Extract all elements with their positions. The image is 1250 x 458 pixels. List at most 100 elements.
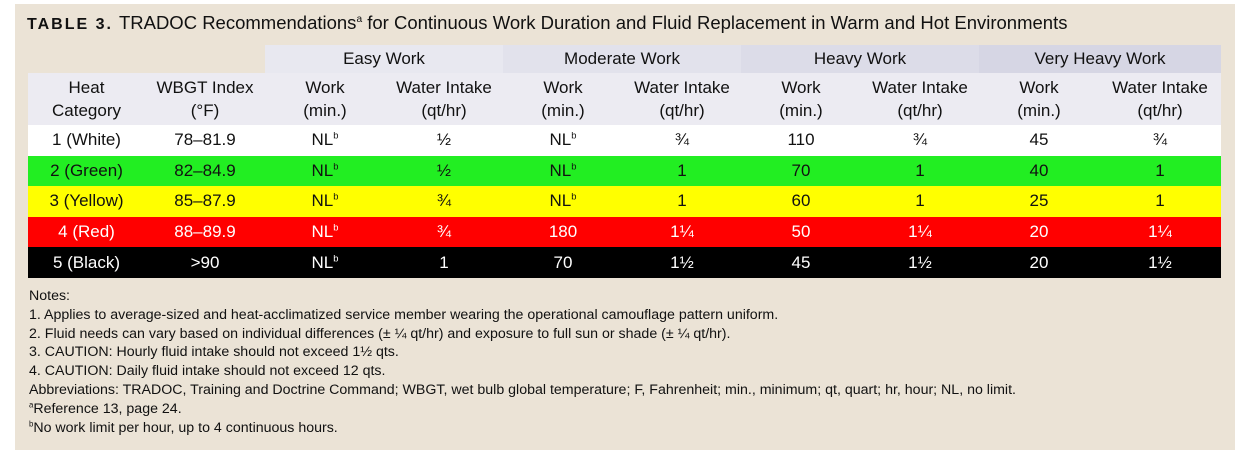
table-cell: 20 — [1029, 222, 1049, 242]
table-cell: 50 — [791, 222, 811, 242]
table-cell: 1½ — [670, 252, 694, 272]
cell-footnote: b — [333, 161, 339, 172]
table-cell: NLb — [265, 156, 385, 187]
table-cell: 1 — [915, 160, 925, 180]
table-cell: 1 — [677, 160, 687, 180]
note-line: aReference 13, page 24. — [29, 400, 1016, 419]
group-header: Easy Work — [265, 45, 503, 73]
column-header-line: Water Intake — [1112, 78, 1208, 97]
table-row: 2 (Green) 82–84.9 NLb ½ NLb 1 70 1 40 1 — [28, 155, 1221, 187]
cell-footnote: b — [333, 130, 339, 141]
table-cell: 1 — [1155, 191, 1165, 211]
notes: Notes: 1. Applies to average-sized and he… — [29, 287, 1016, 437]
table-cell: 4 (Red) — [58, 222, 115, 242]
table-cell: 40 — [1029, 160, 1049, 180]
table-cell: 110 — [787, 130, 815, 150]
title-footnote: a — [356, 13, 363, 25]
column-header: Work (min.) — [265, 73, 385, 125]
group-header: Moderate Work — [503, 45, 741, 73]
note-text: 3. CAUTION: Hourly fluid intake should n… — [29, 344, 399, 361]
note-text: Notes: — [29, 288, 71, 304]
table-cell: 45 — [1029, 130, 1049, 150]
cell-footnote: b — [571, 130, 577, 141]
table-cell: ¾ — [436, 222, 452, 242]
cell-text: NL — [549, 191, 572, 211]
table-cell: 1 — [1155, 160, 1165, 180]
table-cell: 82–84.9 — [174, 160, 236, 180]
note-text: Abbreviations: TRADOC, Training and Doct… — [29, 381, 1016, 398]
table-cell: 88–89.9 — [174, 222, 236, 242]
note-text: 2. Fluid needs can vary based on individ… — [29, 325, 731, 342]
column-header: Heat Category — [28, 73, 145, 125]
cell-text: NL — [311, 191, 334, 211]
column-header-line: (qt/hr) — [897, 101, 943, 120]
column-header-line: (qt/hr) — [1137, 101, 1183, 120]
column-header: WBGT Index (°F) — [145, 73, 265, 125]
table-cell: NLb — [503, 125, 623, 156]
table-cell: ¾ — [1152, 130, 1168, 150]
cell-footnote: b — [333, 253, 339, 264]
table-cell: 60 — [791, 191, 811, 211]
column-header-line: Water Intake — [634, 78, 730, 97]
note-line: 3. CAUTION: Hourly fluid intake should n… — [29, 343, 1016, 362]
note-line: 2. Fluid needs can vary based on individ… — [29, 325, 1016, 344]
column-header-line: Work — [543, 78, 583, 97]
table-cell: 1½ — [908, 252, 932, 272]
column-header-line: (min.) — [303, 101, 347, 120]
note-marker: a — [29, 400, 34, 410]
table-cell: ½ — [436, 130, 452, 150]
table-cell: NLb — [265, 125, 385, 156]
cell-text: NL — [549, 160, 572, 180]
table-cell: 70 — [791, 160, 811, 180]
column-header-line: (qt/hr) — [659, 101, 705, 120]
table-label: TABLE 3. — [27, 16, 113, 33]
column-header: Work (min.) — [741, 73, 861, 125]
column-header: Work (min.) — [979, 73, 1099, 125]
table-cell: >90 — [190, 252, 220, 272]
column-header-line: (°F) — [190, 101, 220, 120]
column-header: Work (min.) — [503, 73, 623, 125]
table-cell: ¾ — [674, 130, 690, 150]
table-cell: 180 — [548, 222, 578, 242]
table-cell: 5 (Black) — [52, 252, 121, 272]
note-text: Reference 13, page 24. — [33, 400, 182, 417]
table-row: 3 (Yellow) 85–87.9 NLb ¾ NLb 1 60 1 25 1 — [28, 186, 1221, 217]
column-header: Water Intake (qt/hr) — [1099, 73, 1221, 125]
title-text: TRADOC Recommendations — [118, 12, 357, 33]
table-cell: 1½ — [1148, 252, 1172, 272]
table-cell: 45 — [791, 252, 811, 272]
note-line: 1. Applies to average-sized and heat-acc… — [29, 306, 1016, 325]
table-row: 5 (Black) >90 NLb 1 70 1½ 45 1½ 20 1½ — [28, 247, 1221, 278]
cell-text: NL — [311, 252, 334, 272]
table-cell: 2 (Green) — [50, 160, 123, 180]
column-header-line: (min.) — [541, 101, 585, 120]
column-header-line: Heat — [68, 78, 105, 97]
table-cell: 20 — [1029, 252, 1049, 272]
table-cell: NLb — [265, 247, 385, 278]
note-line: bNo work limit per hour, up to 4 continu… — [29, 419, 1016, 438]
table-cell: 25 — [1029, 191, 1049, 211]
table-cell: 1 — [915, 191, 925, 211]
column-header: Water Intake (qt/hr) — [623, 73, 741, 125]
table-cell: NLb — [503, 186, 623, 217]
table-title: TABLE 3. TRADOC Recommendationsa for Cont… — [27, 12, 1067, 34]
column-header-line: (min.) — [779, 101, 823, 120]
cell-footnote: b — [333, 222, 339, 233]
column-header-line: (qt/hr) — [421, 101, 467, 120]
column-header: Water Intake (qt/hr) — [861, 73, 979, 125]
cell-footnote: b — [571, 191, 577, 202]
group-row: Easy Work Moderate Work Heavy Work Very Hea… — [28, 45, 1221, 73]
column-header-line: Work — [305, 78, 345, 97]
cell-text: NL — [311, 222, 334, 242]
group-header: Very Heavy Work — [979, 45, 1221, 73]
note-line: Abbreviations: TRADOC, Training and Doct… — [29, 381, 1016, 400]
table-cell: 1 — [677, 191, 687, 211]
blank-cell — [28, 45, 265, 73]
table-cell: 85–87.9 — [174, 191, 236, 211]
table: Easy Work Moderate Work Heavy Work Very Hea… — [28, 45, 1221, 278]
table-panel: TABLE 3. TRADOC Recommendationsa for Cont… — [15, 4, 1235, 450]
column-header-row: Heat Category WBGT Index (°F) Work (min.) Wate… — [28, 73, 1221, 125]
table-cell: NLb — [503, 156, 623, 187]
table-cell: 1¼ — [908, 222, 932, 242]
cell-text: NL — [311, 130, 334, 150]
